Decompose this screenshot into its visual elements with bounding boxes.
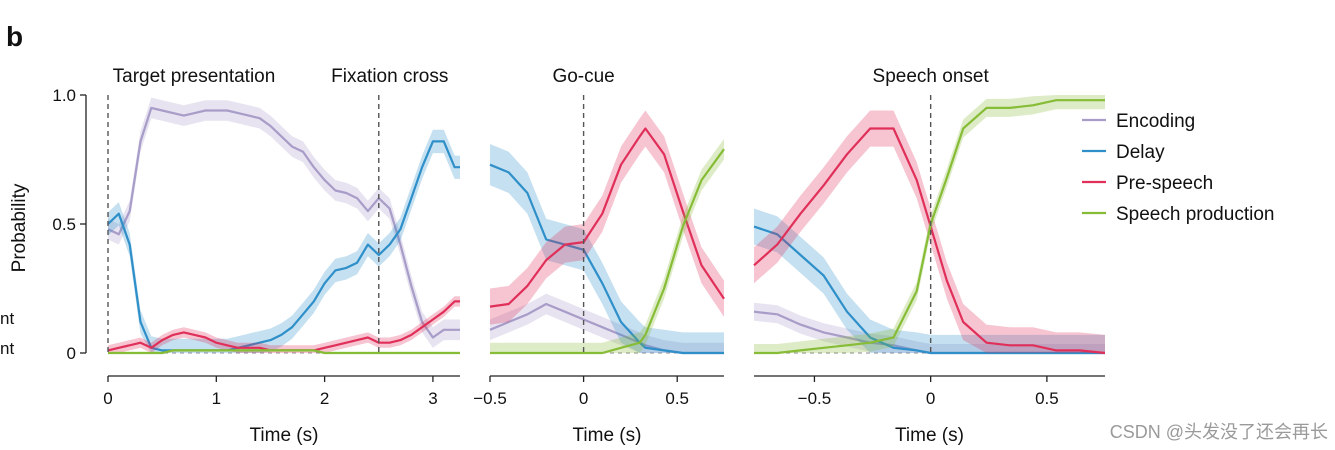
watermark: CSDN @头发没了还会再长 xyxy=(1110,422,1328,442)
legend-label-pre_speech: Pre-speech xyxy=(1116,173,1213,194)
x-axis-label: Time (s) xyxy=(250,425,319,446)
panel-go-cue: Go-cue −0.5 0 0.5 Time (s) xyxy=(473,66,725,446)
x-tick-label: 0.5 xyxy=(1035,389,1059,408)
y-tick-label: 0 xyxy=(67,344,76,363)
series-band-speech_production xyxy=(754,95,1105,353)
series-line-pre_speech xyxy=(489,127,725,308)
series-band-pre_speech xyxy=(490,110,724,325)
x-tick-label: 2 xyxy=(320,389,329,408)
legend-label-delay: Delay xyxy=(1116,142,1165,163)
series-line-speech_production xyxy=(108,349,460,355)
series-line-delay xyxy=(489,163,724,355)
x-axis-label: Time (s) xyxy=(895,425,964,446)
series-line-speech_production xyxy=(754,99,1105,355)
x-tick-label: −0.5 xyxy=(798,389,832,408)
panel-target-presentation: Target presentation Fixation cross 0 1 2 3 Tim… xyxy=(9,66,460,446)
x-tick-label: 3 xyxy=(428,389,437,408)
legend: Encoding Delay Pre-speech Speech production xyxy=(1082,111,1274,225)
left-cut-label-1: nt xyxy=(0,309,14,328)
x-tick-label: 1 xyxy=(212,389,221,408)
x-tick-label: 0 xyxy=(579,389,588,408)
event-label: Speech onset xyxy=(873,66,990,87)
series-line-delay xyxy=(753,225,1105,355)
event-label: Target presentation xyxy=(113,66,276,87)
y-tick-label: 0.5 xyxy=(52,215,76,234)
legend-label-encoding: Encoding xyxy=(1116,111,1195,132)
series-band-delay xyxy=(490,144,724,353)
event-label: Go-cue xyxy=(552,66,614,87)
series-line-delay xyxy=(107,140,460,352)
series-band-delay xyxy=(108,129,460,353)
x-axis-label: Time (s) xyxy=(573,425,642,446)
y-axis-label: Probability xyxy=(9,183,30,272)
panel-letter: b xyxy=(6,21,23,52)
legend-label-speech_production: Speech production xyxy=(1116,204,1274,225)
series-band-delay xyxy=(754,208,1105,353)
series-band-encoding xyxy=(490,293,724,353)
x-tick-label: 0 xyxy=(926,389,935,408)
x-tick-label: −0.5 xyxy=(473,389,507,408)
series-line-speech_production xyxy=(490,148,725,355)
series-band-encoding xyxy=(108,97,460,348)
panel-speech-onset: Speech onset −0.5 0 0.5 Time (s) xyxy=(753,66,1106,446)
series-line-encoding xyxy=(107,106,460,339)
left-cut-label-2: nt xyxy=(0,339,14,358)
series-band-encoding xyxy=(754,302,1105,353)
event-label: Fixation cross xyxy=(331,66,448,87)
y-tick-label: 1.0 xyxy=(52,86,76,105)
x-tick-label: 0.5 xyxy=(665,389,689,408)
x-tick-label: 0 xyxy=(103,389,112,408)
